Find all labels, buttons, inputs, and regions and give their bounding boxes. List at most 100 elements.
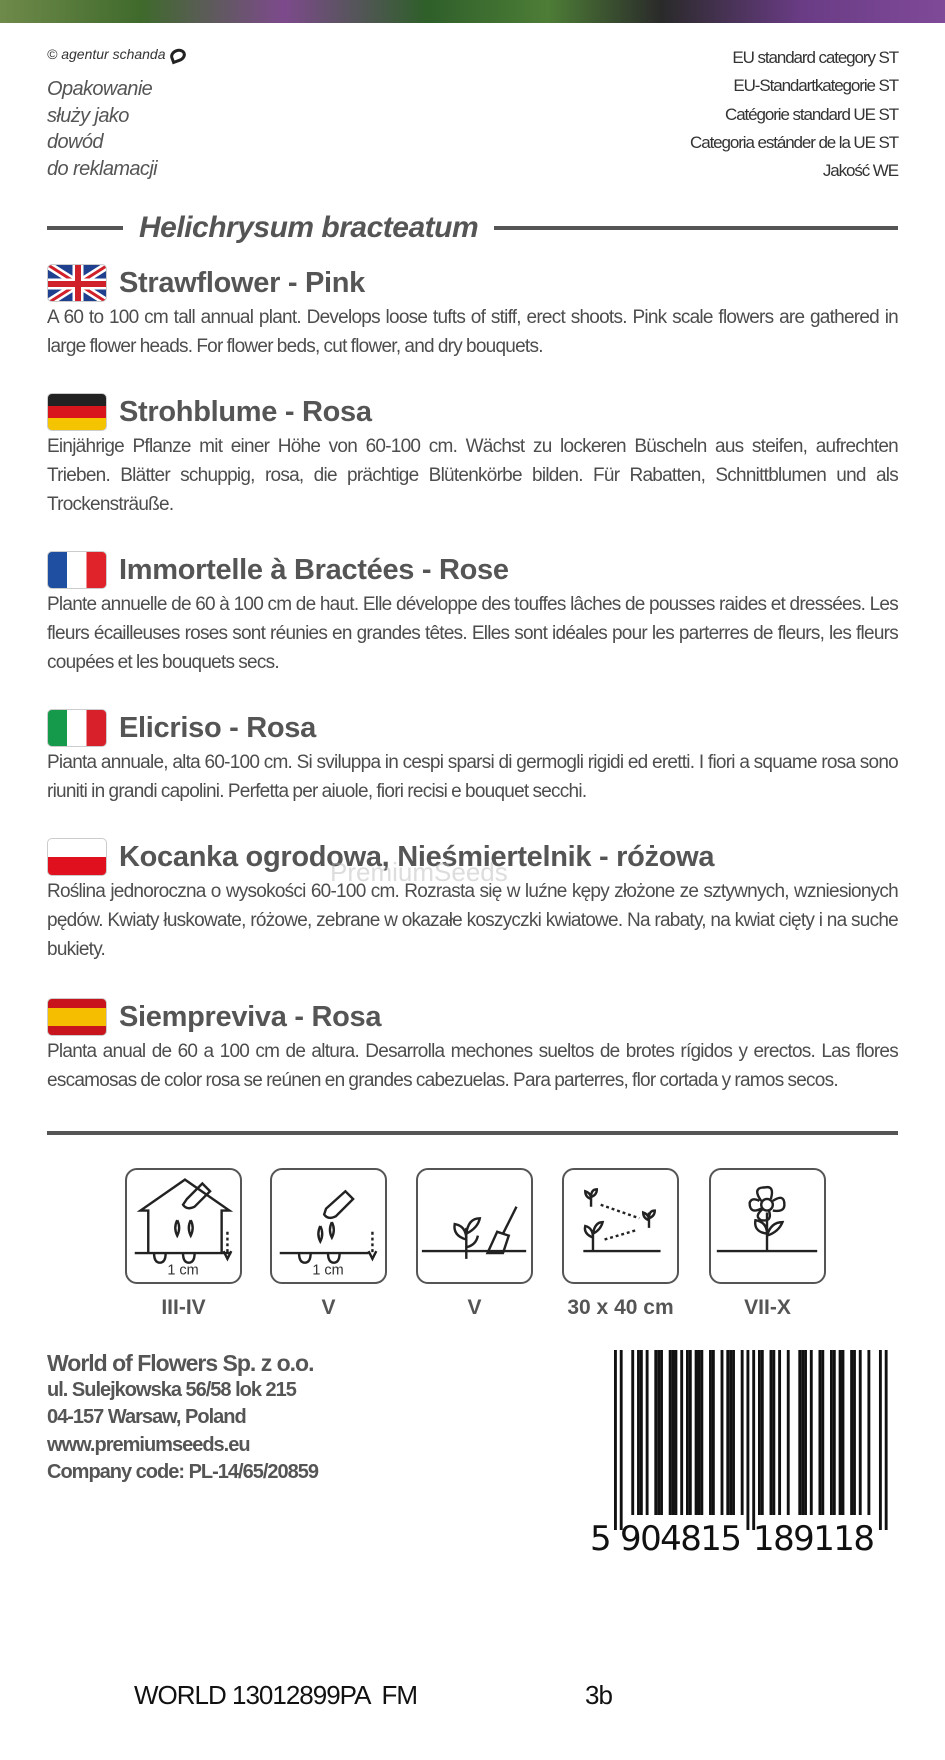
copyright: © agentur schanda bbox=[47, 46, 188, 65]
print-code: WORLD 13012899PA FM bbox=[134, 1680, 418, 1710]
barcode-bar bbox=[758, 1350, 761, 1515]
french-flag-icon bbox=[47, 551, 107, 589]
italian-flag-icon bbox=[47, 709, 107, 747]
section-body: Pianta annuale, alta 60-100 cm. Si svilu… bbox=[47, 752, 899, 803]
spanish-flag-icon bbox=[47, 998, 107, 1036]
barcode-bar bbox=[830, 1350, 833, 1515]
barcode-bar bbox=[668, 1350, 672, 1515]
depth-label: 1 cm bbox=[312, 1262, 343, 1278]
barcode-bar bbox=[760, 1350, 764, 1515]
barcode-bar bbox=[694, 1350, 698, 1515]
barcode-bar bbox=[778, 1350, 782, 1515]
note-line: do reklamacji bbox=[47, 158, 158, 181]
barcode-bar bbox=[688, 1350, 692, 1515]
barcode-bar bbox=[660, 1350, 663, 1515]
barcode-digits-right: 189118 bbox=[753, 1519, 875, 1559]
section-title: Kocanka ogrodowa, Nieśmiertelnik - różow… bbox=[119, 840, 715, 873]
barcode-digit-first: 5 bbox=[590, 1519, 612, 1559]
sowing-indoor-months: III-IV bbox=[161, 1296, 206, 1319]
outdoor-sowing-icon: 1 cm bbox=[270, 1168, 387, 1284]
spacing-icon bbox=[562, 1168, 679, 1284]
barcode-bar bbox=[657, 1350, 661, 1515]
barcode-bar bbox=[732, 1350, 735, 1515]
barcode-bar bbox=[631, 1350, 635, 1515]
barcode-bar bbox=[711, 1350, 715, 1515]
section-body: A 60 to 100 cm tall annual plant. Develo… bbox=[47, 307, 899, 358]
section-it: Elicriso - Rosa Pianta annuale, alta 60-… bbox=[47, 708, 899, 806]
barcode-bar bbox=[804, 1350, 807, 1515]
barcode-bar bbox=[697, 1350, 701, 1515]
barcode-bar bbox=[709, 1350, 712, 1515]
barcode-bar bbox=[674, 1350, 678, 1515]
barcode-bar bbox=[878, 1350, 882, 1530]
section-title: Strohblume - Rosa bbox=[119, 395, 372, 428]
complaint-note: Opakowanie służy jako dowód do reklamacj… bbox=[47, 76, 158, 183]
section-title: Immortelle à Bractées - Rose bbox=[119, 553, 509, 586]
eu-line: EU standard category ST bbox=[732, 48, 899, 67]
barcode-bar bbox=[853, 1350, 856, 1515]
barcode-bar bbox=[637, 1350, 640, 1515]
section-de: Strohblume - Rosa Einjährige Pflanze mit… bbox=[47, 392, 899, 520]
barcode-bar bbox=[786, 1350, 790, 1515]
barcode: 5 904815 189118 bbox=[590, 1350, 888, 1559]
section-title: Elicriso - Rosa bbox=[119, 711, 316, 744]
latin-name-header: Helichrysum bracteatum bbox=[47, 210, 898, 246]
company-code: Company code: PL-14/65/20859 bbox=[47, 1460, 319, 1483]
section-fr: Immortelle à Bractées - Rose Plante annu… bbox=[47, 550, 899, 678]
barcode-bar bbox=[809, 1350, 813, 1515]
copyright-text: © agentur schanda bbox=[47, 46, 166, 62]
divider bbox=[47, 1131, 898, 1135]
note-line: służy jako bbox=[47, 104, 129, 127]
divider bbox=[47, 226, 123, 230]
barcode-bar bbox=[746, 1350, 750, 1530]
company-info: World of Flowers Sp. z o.o. ul. Sulejkow… bbox=[47, 1350, 319, 1486]
section-title: Siempreviva - Rosa bbox=[119, 1000, 382, 1033]
variant-code: 3b bbox=[585, 1680, 613, 1710]
barcode-bar bbox=[614, 1350, 617, 1530]
eu-category: EU standard category ST EU-Standartkateg… bbox=[690, 44, 899, 185]
flowering-icon bbox=[709, 1168, 826, 1284]
barcode-bar bbox=[850, 1350, 854, 1515]
barcode-bar bbox=[772, 1350, 776, 1515]
depth-label: 1 cm bbox=[167, 1262, 198, 1278]
section-body: Plante annuelle de 60 à 100 cm de haut. … bbox=[47, 594, 899, 674]
barcode-bar bbox=[645, 1350, 649, 1515]
barcode-bar bbox=[686, 1350, 689, 1515]
barcode-bar bbox=[726, 1350, 730, 1515]
company-website: www.premiumseeds.eu bbox=[47, 1433, 251, 1456]
section-pl: Kocanka ogrodowa, Nieśmiertelnik - różow… bbox=[47, 837, 899, 965]
barcode-bar bbox=[700, 1350, 704, 1515]
barcode-bar bbox=[884, 1350, 888, 1530]
barcode-bar bbox=[867, 1350, 871, 1515]
barcode-bar bbox=[752, 1350, 756, 1530]
barcode-bar bbox=[619, 1350, 623, 1530]
section-title: Strawflower - Pink bbox=[119, 266, 365, 299]
sowing-outdoor-month: V bbox=[321, 1296, 336, 1319]
flowering-months: VII-X bbox=[744, 1296, 791, 1319]
watermark: PremiumSeeds bbox=[330, 857, 508, 887]
barcode-bar bbox=[832, 1350, 836, 1515]
barcode-bar bbox=[720, 1350, 724, 1515]
uk-flag-icon bbox=[47, 264, 107, 302]
section-es: Siempreviva - Rosa Planta anual de 60 a … bbox=[47, 997, 899, 1095]
eu-line: Categoria estánder de la UE ST bbox=[690, 132, 899, 152]
spacing-label: 30 x 40 cm bbox=[567, 1296, 674, 1319]
note-line: dowód bbox=[47, 131, 104, 154]
barcode-bar bbox=[671, 1350, 675, 1515]
barcode-bar bbox=[639, 1350, 643, 1515]
eu-line: EU-Standartkategorie ST bbox=[733, 76, 899, 96]
transplant-icon bbox=[416, 1168, 533, 1284]
company-name: World of Flowers Sp. z o.o. bbox=[47, 1350, 314, 1376]
company-street: ul. Sulejkowska 56/58 lok 215 bbox=[47, 1379, 297, 1402]
barcode-bar bbox=[740, 1350, 744, 1515]
divider bbox=[494, 226, 898, 230]
section-body: Roślina jednoroczna o wysokości 60-100 c… bbox=[47, 881, 899, 961]
barcode-bar bbox=[654, 1350, 658, 1515]
polish-flag-icon bbox=[47, 838, 107, 876]
eu-line: Catégorie standard UE ST bbox=[725, 104, 899, 124]
company-city: 04-157 Warsaw, Poland bbox=[47, 1406, 247, 1429]
barcode-bar bbox=[821, 1350, 825, 1515]
barcode-bar bbox=[838, 1350, 842, 1515]
barcode-bar bbox=[801, 1350, 805, 1515]
transplant-month: V bbox=[467, 1296, 482, 1319]
